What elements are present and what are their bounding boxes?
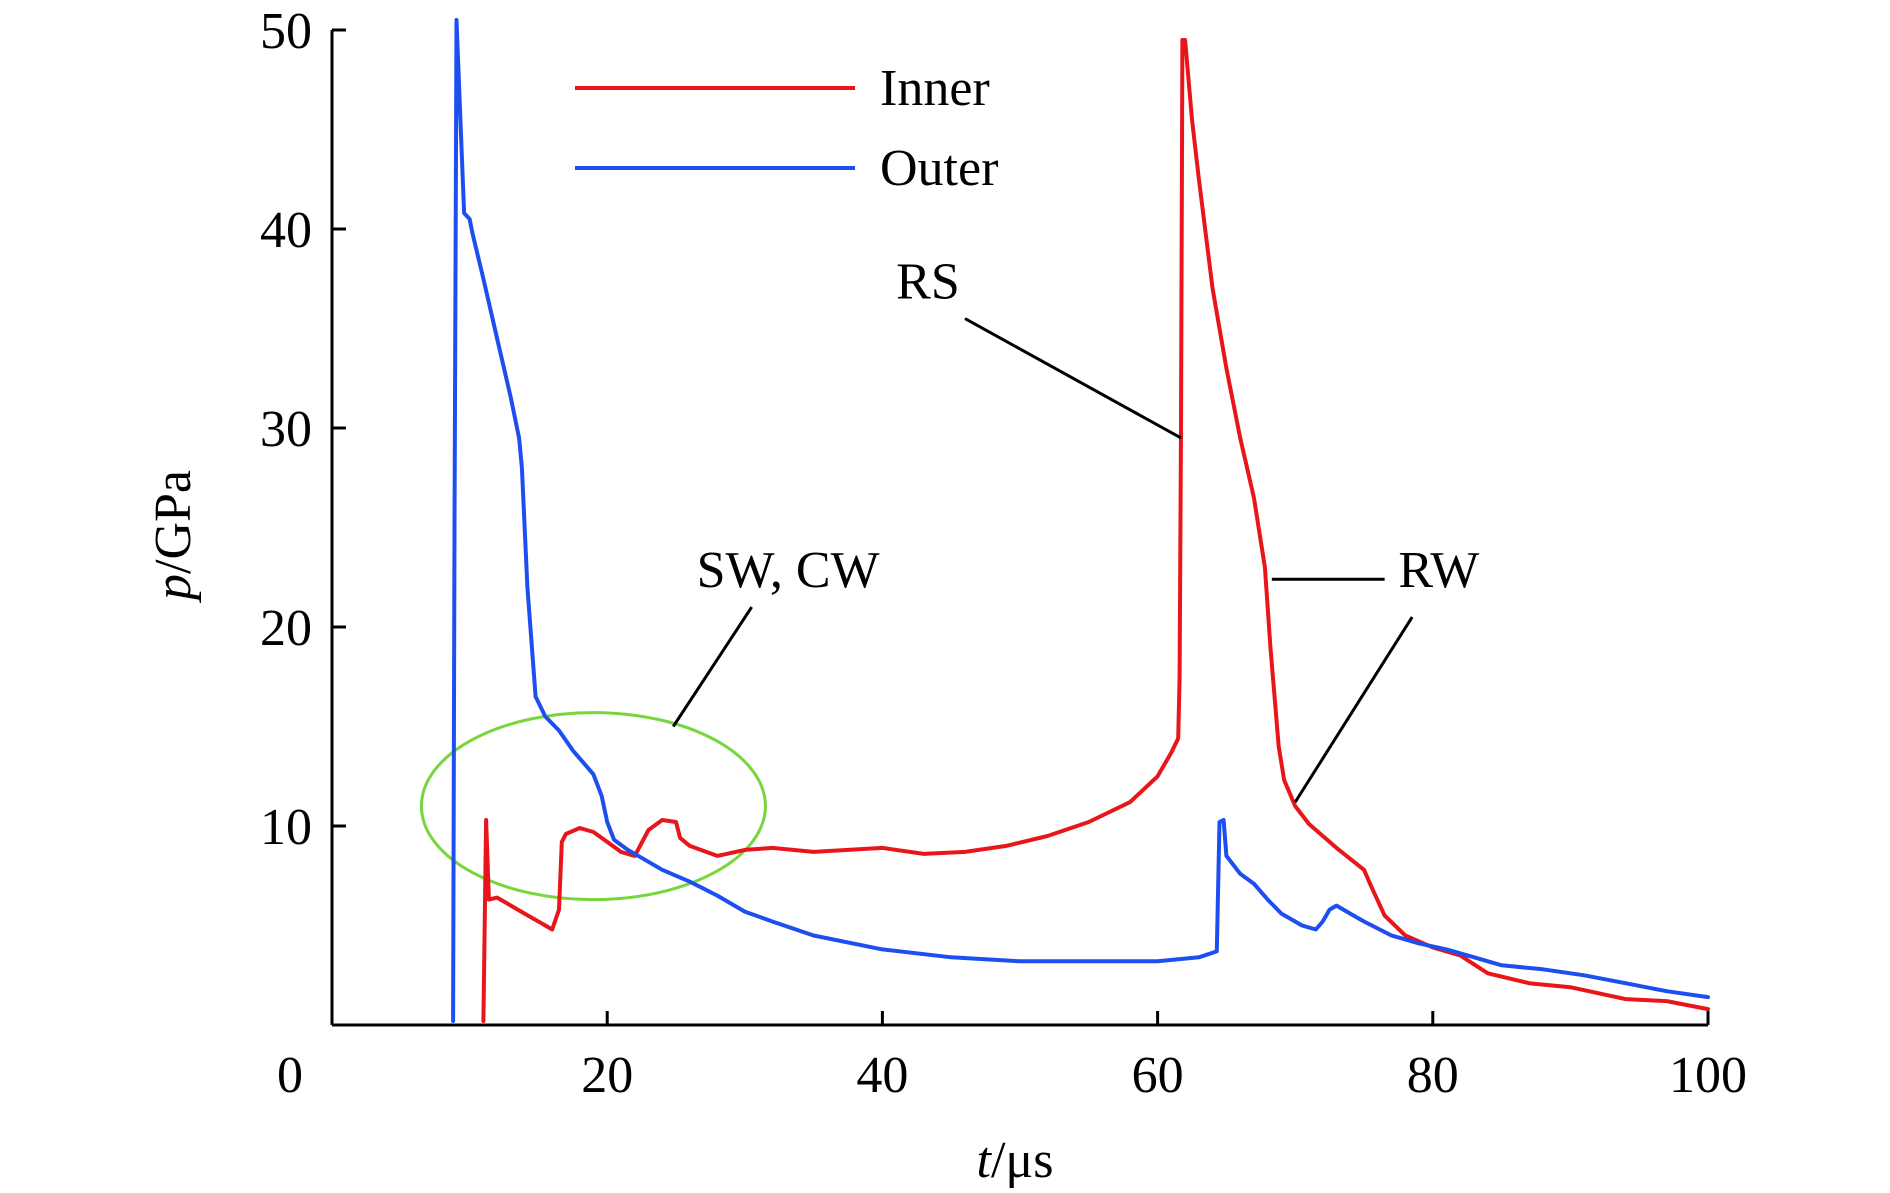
annotations: RS SW, CW RW [671,254,1479,803]
annotation-label: RS [896,254,960,311]
series-line-outer [451,18,1710,1023]
y-tick-label: 20 [260,600,312,657]
y-axis-variable: p [145,574,202,604]
y-tick-label: 50 [260,3,312,60]
axes: 0 20 40 60 80 100 10 20 30 40 50 [260,3,1747,1104]
legend: Inner Outer [575,60,998,197]
annotation-leader [1293,616,1414,803]
annotation-label: SW, CW [697,542,880,599]
series-group [451,18,1710,1023]
x-tick-label: 100 [1669,1047,1747,1104]
y-tick-label: 30 [260,401,312,458]
annotation-leader [671,606,753,728]
x-tick-label: 20 [581,1047,633,1104]
x-tick-label: 0 [277,1047,303,1104]
y-tick-label: 10 [260,799,312,856]
x-axis-unit: /μs [991,1132,1054,1189]
annotation-leader [964,317,1182,440]
y-axis-title: p/GPa [145,470,202,604]
annotation-label: RW [1398,542,1479,599]
series-line-inner [481,38,1710,1023]
y-tick-label: 40 [260,202,312,259]
highlight-ellipse-group [419,711,767,902]
x-axis-variable: t [976,1132,992,1189]
y-axis-unit: /GPa [145,470,202,574]
legend-label-outer: Outer [880,140,998,197]
x-axis-title: t/μs [976,1132,1053,1189]
legend-label-inner: Inner [880,60,990,117]
x-tick-label: 80 [1407,1047,1459,1104]
x-tick-label: 40 [856,1047,908,1104]
highlight-ellipse [419,711,767,902]
x-tick-label: 60 [1132,1047,1184,1104]
